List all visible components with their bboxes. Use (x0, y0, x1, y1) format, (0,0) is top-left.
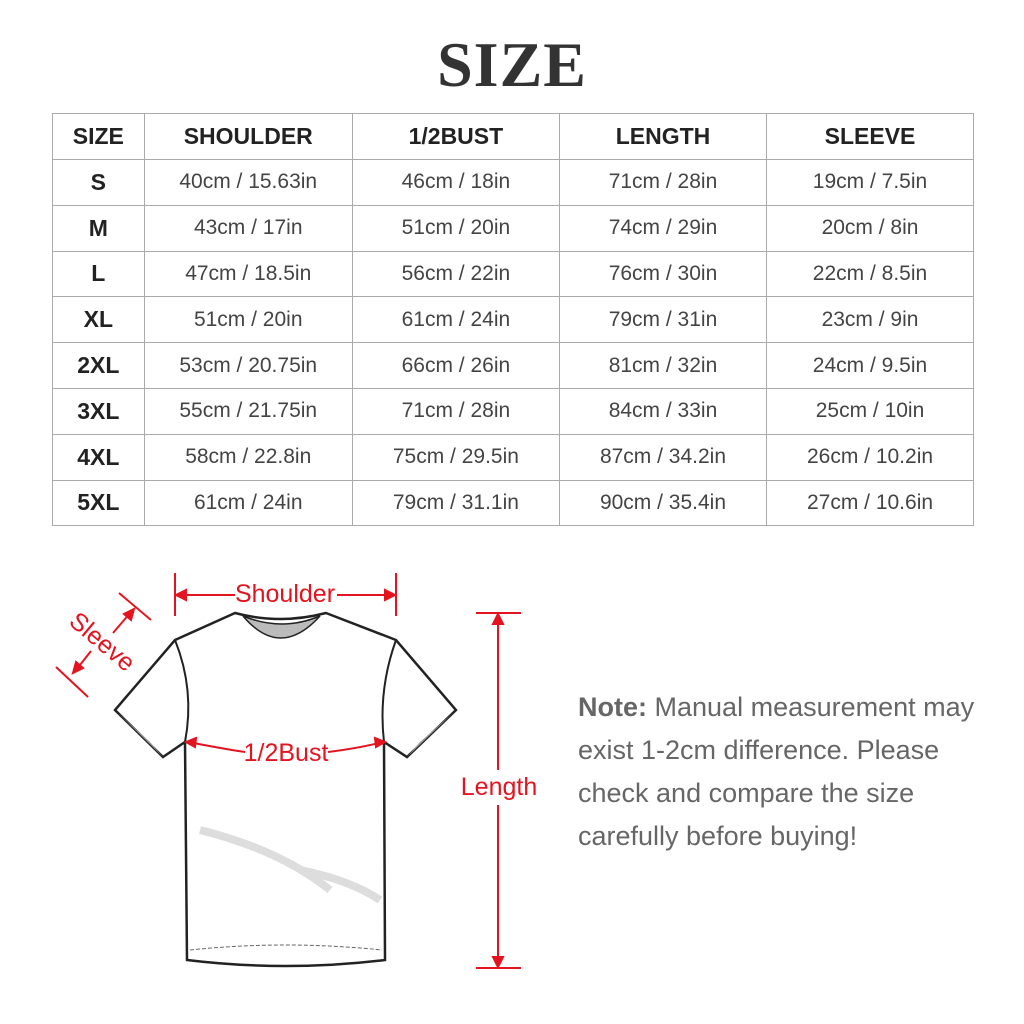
measurement-cell: 22cm / 8.5in (766, 250, 974, 298)
size-cell: S (52, 159, 145, 206)
header-bust: 1/2BUST (351, 113, 560, 160)
size-cell: 4XL (52, 433, 145, 481)
measurement-cell: 46cm / 18in (351, 159, 560, 206)
measurement-cell: 27cm / 10.6in (766, 479, 974, 527)
measurement-cell: 51cm / 20in (351, 204, 560, 252)
measurement-cell: 71cm / 28in (351, 387, 560, 435)
table-header-row: SIZE SHOULDER 1/2BUST LENGTH SLEEVE (52, 113, 974, 160)
measurement-cell: 76cm / 30in (558, 250, 768, 298)
header-size: SIZE (52, 113, 145, 160)
header-length: LENGTH (558, 113, 768, 160)
measurement-cell: 24cm / 9.5in (766, 342, 974, 389)
header-shoulder: SHOULDER (143, 113, 353, 160)
measurement-cell: 71cm / 28in (558, 159, 768, 206)
note: Note: Manual measurement may exist 1-2cm… (578, 686, 978, 858)
measurement-cell: 58cm / 22.8in (143, 433, 353, 481)
page-title: SIZE (437, 29, 587, 100)
measurement-cell: 79cm / 31in (558, 296, 768, 344)
size-cell: L (52, 250, 145, 298)
measurement-cell: 20cm / 8in (766, 204, 974, 252)
table-row: S 40cm / 15.63in 46cm / 18in 71cm / 28in 19c… (52, 159, 974, 206)
measurement-cell: 84cm / 33in (558, 387, 768, 435)
table-row: 5XL 61cm / 24in 79cm / 31.1in 90cm / 35.4in… (52, 479, 974, 527)
table-row: 3XL 55cm / 21.75in 71cm / 28in 84cm / 33in 2… (52, 387, 974, 435)
measurement-cell: 75cm / 29.5in (351, 433, 560, 481)
measurement-cell: 53cm / 20.75in (143, 342, 353, 389)
table-row: 4XL 58cm / 22.8in 75cm / 29.5in 87cm / 34.2… (52, 433, 974, 481)
tshirt-icon (113, 611, 458, 968)
table-row: L 47cm / 18.5in 56cm / 22in 76cm / 30in 22cm… (52, 250, 974, 298)
measurement-cell: 40cm / 15.63in (143, 159, 353, 206)
size-cell: 3XL (52, 387, 145, 435)
measurement-cell: 61cm / 24in (143, 479, 353, 527)
measurement-cell: 43cm / 17in (143, 204, 353, 252)
measurement-cell: 90cm / 35.4in (558, 479, 768, 527)
bust-label: 1/2Bust (244, 739, 329, 767)
measurement-cell: 74cm / 29in (558, 204, 768, 252)
measurement-cell: 26cm / 10.2in (766, 433, 974, 481)
header-sleeve: SLEEVE (766, 113, 974, 160)
measurement-cell: 87cm / 34.2in (558, 433, 768, 481)
measurement-cell: 25cm / 10in (766, 387, 974, 435)
measurement-cell: 66cm / 26in (351, 342, 560, 389)
size-cell: 5XL (52, 479, 145, 527)
length-label: Length (461, 773, 537, 801)
measurement-cell: 19cm / 7.5in (766, 159, 974, 206)
table-row: M 43cm / 17in 51cm / 20in 74cm / 29in 20cm /… (52, 204, 974, 252)
table-row: 2XL 53cm / 20.75in 66cm / 26in 81cm / 32in 2… (52, 342, 974, 389)
size-table: SIZE SHOULDER 1/2BUST LENGTH SLEEVE S 40c… (52, 113, 974, 527)
measurement-cell: 55cm / 21.75in (143, 387, 353, 435)
measurement-cell: 56cm / 22in (351, 250, 560, 298)
measurement-cell: 79cm / 31.1in (351, 479, 560, 527)
measurement-cell: 81cm / 32in (558, 342, 768, 389)
measurement-cell: 23cm / 9in (766, 296, 974, 344)
measurement-cell: 47cm / 18.5in (143, 250, 353, 298)
size-cell: XL (52, 296, 145, 344)
note-label: Note: (578, 692, 647, 722)
note-text: Manual measurement may exist 1-2cm diffe… (578, 692, 975, 851)
table-row: XL 51cm / 20in 61cm / 24in 79cm / 31in 23cm … (52, 296, 974, 344)
measurement-cell: 51cm / 20in (143, 296, 353, 344)
shoulder-label: Shoulder (235, 580, 335, 608)
